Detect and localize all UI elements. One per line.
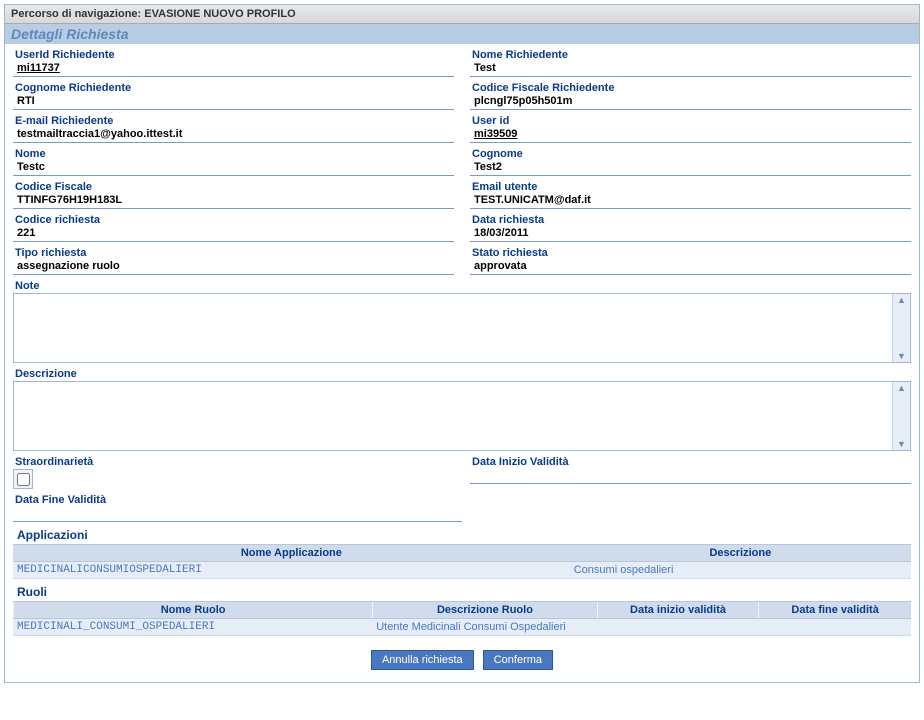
table-row: MEDICINALICONSUMIOSPEDALIERI Consumi osp… — [13, 562, 911, 579]
stato-rich-value: approvata — [470, 259, 911, 275]
form-body: UserId Richiedente mi11737 Nome Richiede… — [5, 44, 919, 682]
ruoli-th-nome: Nome Ruolo — [13, 602, 372, 618]
data-fine-label: Data Fine Validità — [13, 493, 462, 506]
data-fine-value — [13, 506, 462, 522]
ruoli-table: Nome Ruolo Descrizione Ruolo Data inizio… — [13, 601, 911, 636]
ruoli-row-inizio — [597, 619, 759, 635]
ruoli-row-nome[interactable]: MEDICINALI_CONSUMI_OSPEDALIERI — [13, 619, 372, 635]
applicazioni-title: Applicazioni — [13, 526, 911, 544]
ruoli-th-inizio: Data inizio validità — [597, 602, 759, 618]
straord-checkbox[interactable] — [17, 473, 30, 486]
conferma-button[interactable]: Conferma — [483, 650, 553, 670]
annulla-button[interactable]: Annulla richiesta — [371, 650, 474, 670]
cognome-value: Test2 — [470, 160, 911, 176]
ruoli-row-fine — [758, 619, 911, 635]
ruoli-th-fine: Data fine validità — [758, 602, 911, 618]
button-bar: Annulla richiesta Conferma — [13, 650, 911, 670]
ruoli-header: Nome Ruolo Descrizione Ruolo Data inizio… — [13, 601, 911, 619]
ruoli-th-desc: Descrizione Ruolo — [372, 602, 597, 618]
tipo-rich-value: assegnazione ruolo — [13, 259, 454, 275]
cognome-rich-label: Cognome Richiedente — [13, 81, 454, 94]
app-row-desc: Consumi ospedalieri — [570, 562, 911, 578]
nav-path-value: EVASIONE NUOVO PROFILO — [144, 8, 295, 20]
table-row: MEDICINALI_CONSUMI_OSPEDALIERI Utente Me… — [13, 619, 911, 636]
ruoli-row-desc: Utente Medicinali Consumi Ospedalieri — [372, 619, 597, 635]
straord-checkbox-wrap — [13, 469, 33, 489]
nome-rich-label: Nome Richiedente — [470, 48, 911, 61]
descrizione-textarea[interactable] — [13, 381, 911, 451]
main-container: Percorso di navigazione: EVASIONE NUOVO … — [4, 4, 920, 683]
applicazioni-table: Nome Applicazione Descrizione MEDICINALI… — [13, 544, 911, 579]
cf-label: Codice Fiscale — [13, 180, 454, 193]
tipo-rich-label: Tipo richiesta — [13, 246, 454, 259]
email-rich-value: testmailtraccia1@yahoo.ittest.it — [13, 127, 454, 143]
nome-value: Testc — [13, 160, 454, 176]
app-row-nome[interactable]: MEDICINALICONSUMIOSPEDALIERI — [13, 562, 570, 578]
straord-label: Straordinarietà — [13, 455, 454, 468]
scrollbar-icon[interactable] — [892, 382, 910, 450]
scrollbar-icon[interactable] — [892, 294, 910, 362]
codice-rich-label: Codice richiesta — [13, 213, 454, 226]
userid-value[interactable]: mi39509 — [470, 127, 911, 143]
userid-rich-value[interactable]: mi11737 — [13, 61, 454, 77]
cognome-label: Cognome — [470, 147, 911, 160]
nav-path-label: Percorso di navigazione: — [11, 8, 141, 20]
data-rich-value: 18/03/2011 — [470, 226, 911, 242]
cf-value: TTINFG76H19H183L — [13, 193, 454, 209]
data-inizio-label: Data Inizio Validità — [470, 455, 911, 468]
email-utente-value: TEST.UNICATM@daf.it — [470, 193, 911, 209]
cf-rich-value: plcngl75p05h501m — [470, 94, 911, 110]
nome-rich-value: Test — [470, 61, 911, 77]
data-inizio-value — [470, 468, 911, 484]
breadcrumb: Percorso di navigazione: EVASIONE NUOVO … — [5, 5, 919, 24]
cf-rich-label: Codice Fiscale Richiedente — [470, 81, 911, 94]
note-textarea[interactable] — [13, 293, 911, 363]
cognome-rich-value: RTI — [13, 94, 454, 110]
panel-title: Dettagli Richiesta — [5, 24, 919, 44]
userid-rich-label: UserId Richiedente — [13, 48, 454, 61]
stato-rich-label: Stato richiesta — [470, 246, 911, 259]
app-th-desc: Descrizione — [570, 545, 911, 561]
ruoli-title: Ruoli — [13, 583, 911, 601]
note-label: Note — [13, 279, 911, 292]
applicazioni-header: Nome Applicazione Descrizione — [13, 544, 911, 562]
nome-label: Nome — [13, 147, 454, 160]
data-rich-label: Data richiesta — [470, 213, 911, 226]
userid-label: User id — [470, 114, 911, 127]
email-rich-label: E-mail Richiedente — [13, 114, 454, 127]
codice-rich-value: 221 — [13, 226, 454, 242]
email-utente-label: Email utente — [470, 180, 911, 193]
descrizione-label: Descrizione — [13, 367, 911, 380]
app-th-nome: Nome Applicazione — [13, 545, 570, 561]
